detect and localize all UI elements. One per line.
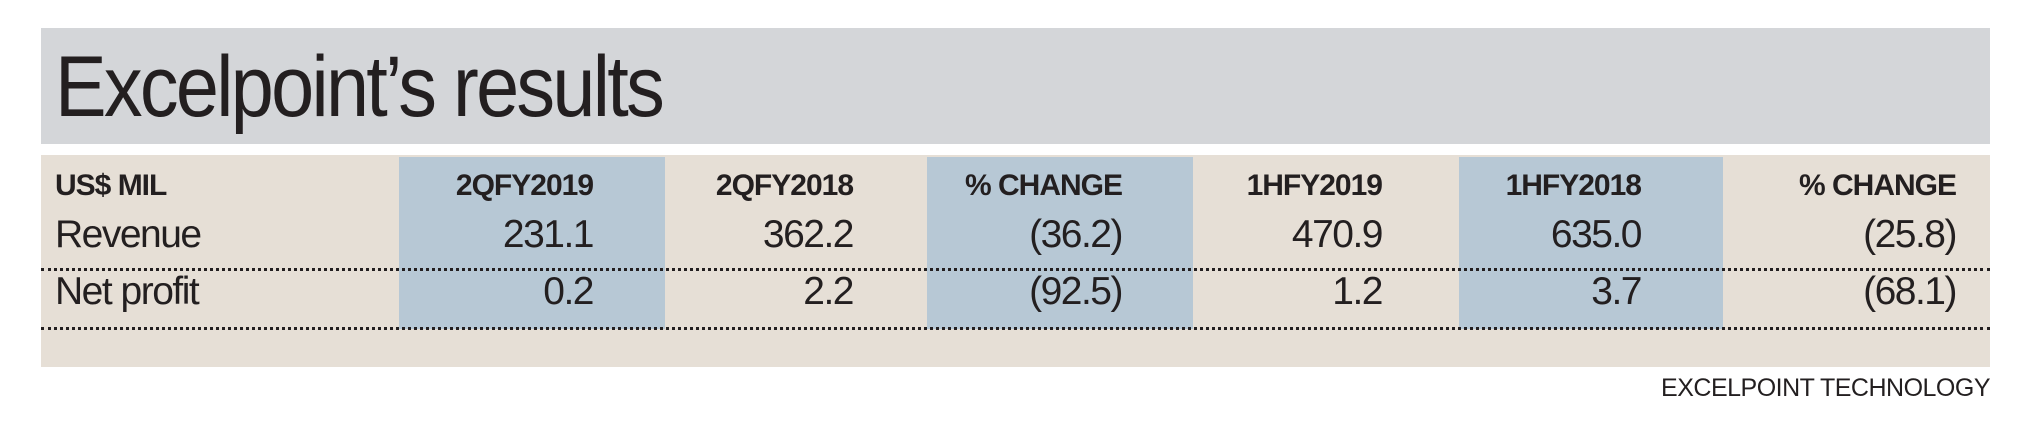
table-cell: 2.2 (803, 270, 854, 313)
row-divider (41, 327, 1990, 330)
title-banner: Excelpoint’s results (41, 28, 1990, 144)
table-cell: (36.2) (1029, 213, 1123, 256)
table-cell: (25.8) (1863, 213, 1957, 256)
column-header: 1HFY2019 (1246, 169, 1383, 202)
column-header: % CHANGE (1798, 169, 1957, 202)
source-credit: EXCELPOINT TECHNOLOGY (1661, 374, 1990, 402)
table-cell: 635.0 (1550, 213, 1643, 256)
table-cell: 0.2 (543, 270, 594, 313)
column-header: US$ MIL (55, 169, 167, 202)
table-cell: 3.7 (1591, 270, 1642, 313)
column-header: 2QFY2018 (715, 169, 854, 202)
chart-title: Excelpoint’s results (55, 39, 665, 135)
results-table: US$ MIL 2QFY2019 2QFY2018 % CHANGE 1HFY2019 1… (41, 155, 1990, 367)
row-divider (41, 268, 1990, 271)
table-cell: 362.2 (762, 213, 855, 256)
table-cell: 1.2 (1332, 270, 1383, 313)
table-cell: (92.5) (1029, 270, 1123, 313)
table-cell: 470.9 (1291, 213, 1384, 256)
highlight-column (927, 157, 1193, 329)
column-header: 2QFY2019 (455, 169, 594, 202)
table-cell: 231.1 (502, 213, 595, 256)
highlight-column (1459, 157, 1723, 329)
column-header: % CHANGE (964, 169, 1123, 202)
row-label: Net profit (55, 270, 200, 313)
column-header: 1HFY2018 (1505, 169, 1642, 202)
table-cell: (68.1) (1863, 270, 1957, 313)
highlight-column (399, 157, 665, 329)
row-label: Revenue (55, 213, 202, 256)
